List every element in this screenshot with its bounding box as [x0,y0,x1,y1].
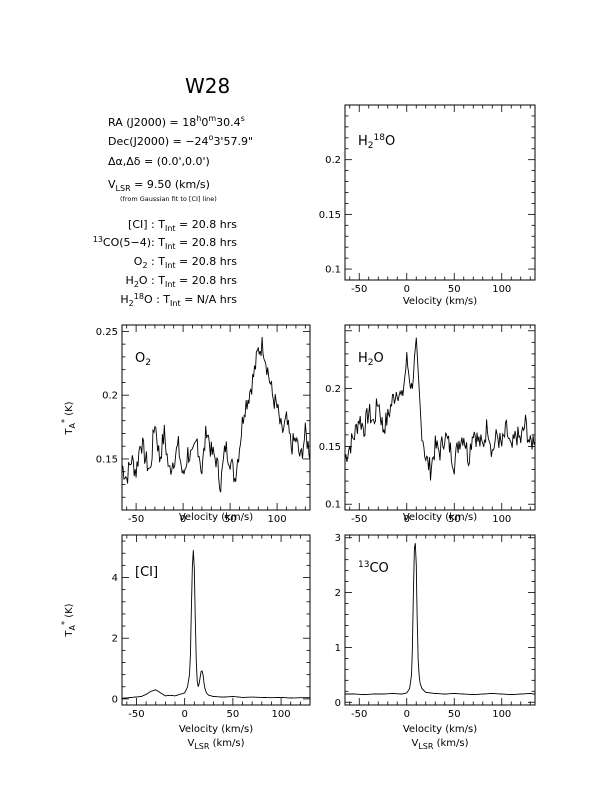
xlabel-o2: Velocity (km/s) [179,512,253,523]
xlabel2-ci: VLSR (km/s) [187,738,244,751]
xlabel2-13co: VLSR (km/s) [411,738,468,751]
yticks-h2-18o: 0.1 0.15 0.2 [319,104,535,281]
frame-o2 [121,324,311,511]
xlabel-ci: Velocity (km/s) [179,724,253,735]
panel-o2: -50 0 50 100 0.15 0.2 0.25 O2 Velocity (km/s)… [60,324,311,525]
trace-o2 [121,336,311,493]
xtick-label-13co: 0 [404,709,410,720]
panel-label-h2-18o: H218O [358,133,395,151]
trace-h2o [344,337,536,481]
xlabel-h2o: Velocity (km/s) [403,512,477,523]
ytick-label-h2-18o: 0.2 [325,155,341,166]
frame-h2o [344,324,536,511]
ytick-label-o2: 0.15 [96,454,118,465]
xtick-label-ci: 100 [272,709,291,720]
ytick-label-13co: 3 [335,533,341,544]
xtick-label-h2-18o: 0 [404,284,410,295]
xtick-label-o2: 50 [224,514,237,525]
panel-label-h2o: H2O [358,351,384,368]
xtick-label-h2o: 100 [492,514,511,525]
offset-line: Δα,Δδ = (0.0',0.0') [108,155,210,168]
xtick-label-ci: 0 [181,709,187,720]
xtick-label-h2-18o: 100 [492,284,511,295]
ytick-label-h2-18o: 0.1 [325,265,341,276]
ylabel-ci: TA* (K) [60,603,77,637]
int-h2o: H2O : TInt = 20.8 hrs [126,274,238,289]
panel-label-ci: [CI] [135,565,158,580]
xtick-label-h2-18o: -50 [351,284,367,295]
panel-ci: -50 0 50 100 0 2 4 [CI] Velocity (km/s) VLSR … [60,534,311,751]
ytick-label-13co: 2 [335,588,341,599]
xtick-label-h2o: 50 [448,514,461,525]
yticks-h2o: 0.1 0.15 0.2 [319,330,535,511]
xtick-label-h2o: -50 [351,514,367,525]
yticks-13co: 0 1 2 3 [335,533,535,709]
ytick-label-o2: 0.25 [96,327,118,338]
ytick-label-13co: 1 [335,643,341,654]
xticks-h2-18o: -50 0 50 100 [349,105,531,295]
frame-ci [121,534,311,706]
ytick-label-13co: 0 [335,698,341,709]
ylabel-o2: TA* (K) [60,401,77,435]
xtick-label-o2: 0 [180,514,186,525]
xtick-label-ci: -50 [128,709,144,720]
panel-label-13co: 13CO [358,560,389,576]
yticks-o2: 0.15 0.2 0.25 [96,327,310,511]
xtick-label-h2-18o: 50 [448,284,461,295]
vlsr-line: VLSR = 9.50 (km/s) [108,178,210,193]
ytick-label-ci: 0 [112,694,118,705]
xtick-label-13co: -50 [351,709,367,720]
frame-13co [344,534,536,706]
xtick-label-o2: -50 [128,514,144,525]
xtick-label-13co: 100 [492,709,511,720]
xtick-label-ci: 50 [227,709,240,720]
xticks-13co: -50 0 50 100 [349,535,531,720]
int-13co: 13CO(5−4): TInt = 20.8 hrs [93,235,238,251]
source-info: RA (J2000) = 18h0m30.4s Dec(J2000) = −24… [93,114,253,308]
xticks-h2o: -50 0 50 100 [349,325,531,525]
figure-title: W28 [185,74,230,98]
xlabel-13co: Velocity (km/s) [403,724,477,735]
xtick-label-13co: 50 [448,709,461,720]
int-o2: O2 : TInt = 20.8 hrs [134,255,237,270]
panel-h2o: -50 0 50 100 0.1 0.15 0.2 H2O Velocity (km/s) [319,324,536,525]
ytick-label-ci: 4 [112,573,118,584]
panel-label-o2: O2 [135,351,151,368]
xticks-o2: -50 0 50 100 [126,325,306,525]
panel-h2-18o: -50 0 50 100 0.1 0.15 0.2 H218O Velocity (km/… [319,104,536,307]
ytick-label-o2: 0.2 [102,391,118,402]
ra-line: RA (J2000) = 18h0m30.4s [108,114,245,129]
dec-line: Dec(J2000) = −24o3'57.9" [108,133,253,148]
trace-ci [122,550,310,699]
frame-h2-18o [344,104,536,281]
panel-13co: -50 0 50 100 0 1 2 3 13CO Velocity (km/s) VLSR… [335,533,536,751]
int-h218o: H218O : TInt = N/A hrs [120,292,237,308]
ytick-label-h2o: 0.2 [325,384,341,395]
ytick-label-h2o: 0.1 [325,500,341,511]
xticks-ci: -50 0 50 100 [126,535,311,720]
yticks-ci: 0 2 4 [112,540,310,705]
xlabel-h2-18o: Velocity (km/s) [403,296,477,307]
ytick-label-h2-18o: 0.15 [319,210,341,221]
vlsr-note: (from Gaussian fit to [CI] line) [120,195,217,203]
trace-13co [345,543,535,696]
ytick-label-h2o: 0.15 [319,442,341,453]
xtick-label-h2o: 0 [404,514,410,525]
xtick-label-o2: 100 [268,514,287,525]
ytick-label-ci: 2 [112,634,118,645]
int-ci: [CI] : TInt = 20.8 hrs [128,218,237,233]
